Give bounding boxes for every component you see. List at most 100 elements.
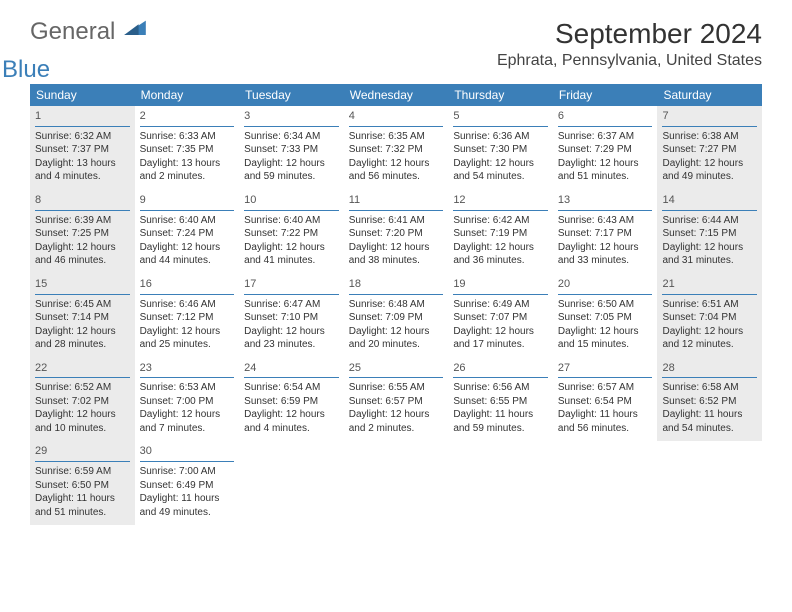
sunset-text: Sunset: 6:49 PM (140, 479, 235, 493)
daylight-text: Daylight: 12 hours and 56 minutes. (349, 157, 444, 184)
sunrise-text: Sunrise: 6:39 AM (35, 214, 130, 228)
day-cell: 21Sunrise: 6:51 AMSunset: 7:04 PMDayligh… (657, 274, 762, 358)
sunrise-text: Sunrise: 6:45 AM (35, 298, 130, 312)
sunset-text: Sunset: 7:27 PM (662, 143, 757, 157)
sunrise-text: Sunrise: 6:56 AM (453, 381, 548, 395)
day-number: 15 (35, 277, 130, 295)
empty-cell (553, 441, 658, 525)
day-cell: 29Sunrise: 6:59 AMSunset: 6:50 PMDayligh… (30, 441, 135, 525)
empty-cell (657, 441, 762, 525)
logo-text-blue: Blue (2, 56, 50, 83)
sunset-text: Sunset: 7:05 PM (558, 311, 653, 325)
day-number: 11 (349, 193, 444, 211)
sunrise-text: Sunrise: 6:34 AM (244, 130, 339, 144)
day-number: 9 (140, 193, 235, 211)
daylight-text: Daylight: 12 hours and 25 minutes. (140, 325, 235, 352)
daylight-text: Daylight: 11 hours and 51 minutes. (35, 492, 130, 519)
day-cell: 1Sunrise: 6:32 AMSunset: 7:37 PMDaylight… (30, 106, 135, 190)
daylight-text: Daylight: 13 hours and 4 minutes. (35, 157, 130, 184)
sunset-text: Sunset: 7:00 PM (140, 395, 235, 409)
daylight-text: Daylight: 12 hours and 31 minutes. (662, 241, 757, 268)
sunset-text: Sunset: 7:10 PM (244, 311, 339, 325)
sunrise-text: Sunrise: 7:00 AM (140, 465, 235, 479)
daylight-text: Daylight: 11 hours and 54 minutes. (662, 408, 757, 435)
day-cell: 7Sunrise: 6:38 AMSunset: 7:27 PMDaylight… (657, 106, 762, 190)
empty-cell (448, 441, 553, 525)
day-cell: 8 Sunrise: 6:39 AMSunset: 7:25 PMDaylight… (30, 190, 135, 274)
page-title: September 2024 (497, 18, 762, 50)
logo-text-general: General (30, 18, 115, 45)
location-text: Ephrata, Pennsylvania, United States (497, 52, 762, 70)
calendar-week: 8Sunrise: 6:39 AMSunset: 7:25 PMDaylight… (30, 190, 762, 274)
sunrise-text: Sunrise: 6:51 AM (662, 298, 757, 312)
sunrise-text: Sunrise: 6:40 AM (244, 214, 339, 228)
daylight-text: Daylight: 11 hours and 59 minutes. (453, 408, 548, 435)
day-header: Tuesday (239, 84, 344, 106)
day-cell: 17Sunrise: 6:47 AMSunset: 7:10 PMDayligh… (239, 274, 344, 358)
sunrise-text: Sunrise: 6:49 AM (453, 298, 548, 312)
daylight-text: Daylight: 12 hours and 49 minutes. (662, 157, 757, 184)
day-cell: 11Sunrise: 6:41 AMSunset: 7:20 PMDayligh… (344, 190, 449, 274)
daylight-text: Daylight: 12 hours and 44 minutes. (140, 241, 235, 268)
day-number: 17 (244, 277, 339, 295)
sunrise-text: Sunrise: 6:47 AM (244, 298, 339, 312)
day-cell: 22Sunrise: 6:52 AMSunset: 7:02 PMDayligh… (30, 358, 135, 442)
day-cell: 18Sunrise: 6:48 AMSunset: 7:09 PMDayligh… (344, 274, 449, 358)
sunrise-text: Sunrise: 6:57 AM (558, 381, 653, 395)
day-cell: 4Sunrise: 6:35 AMSunset: 7:32 PMDaylight… (344, 106, 449, 190)
day-number: 8 (35, 193, 130, 211)
sunset-text: Sunset: 7:20 PM (349, 227, 444, 241)
empty-cell (239, 441, 344, 525)
day-header: Sunday (30, 84, 135, 106)
day-header-row: SundayMondayTuesdayWednesdayThursdayFrid… (30, 84, 762, 106)
daylight-text: Daylight: 12 hours and 10 minutes. (35, 408, 130, 435)
day-cell: 16Sunrise: 6:46 AMSunset: 7:12 PMDayligh… (135, 274, 240, 358)
day-cell: 24Sunrise: 6:54 AMSunset: 6:59 PMDayligh… (239, 358, 344, 442)
sunset-text: Sunset: 7:25 PM (35, 227, 130, 241)
day-number: 30 (140, 444, 235, 462)
daylight-text: Daylight: 12 hours and 20 minutes. (349, 325, 444, 352)
daylight-text: Daylight: 12 hours and 17 minutes. (453, 325, 548, 352)
day-number: 3 (244, 109, 339, 127)
sunset-text: Sunset: 7:30 PM (453, 143, 548, 157)
day-number: 13 (558, 193, 653, 211)
day-number: 25 (349, 361, 444, 379)
day-header: Thursday (448, 84, 553, 106)
day-cell: 2Sunrise: 6:33 AMSunset: 7:35 PMDaylight… (135, 106, 240, 190)
day-cell: 3Sunrise: 6:34 AMSunset: 7:33 PMDaylight… (239, 106, 344, 190)
sunrise-text: Sunrise: 6:55 AM (349, 381, 444, 395)
day-number: 4 (349, 109, 444, 127)
day-header: Wednesday (344, 84, 449, 106)
sunset-text: Sunset: 7:19 PM (453, 227, 548, 241)
daylight-text: Daylight: 12 hours and 46 minutes. (35, 241, 130, 268)
logo: General Blue (30, 18, 146, 74)
day-number: 18 (349, 277, 444, 295)
daylight-text: Daylight: 12 hours and 33 minutes. (558, 241, 653, 268)
day-cell: 26Sunrise: 6:56 AMSunset: 6:55 PMDayligh… (448, 358, 553, 442)
day-number: 19 (453, 277, 548, 295)
sunset-text: Sunset: 6:54 PM (558, 395, 653, 409)
sunrise-text: Sunrise: 6:32 AM (35, 130, 130, 144)
day-number: 2 (140, 109, 235, 127)
sunrise-text: Sunrise: 6:41 AM (349, 214, 444, 228)
sunrise-text: Sunrise: 6:36 AM (453, 130, 548, 144)
day-cell: 25 Sunrise: 6:55 AMSunset: 6:57 PMDayligh… (344, 358, 449, 442)
day-number: 1 (35, 109, 130, 127)
sunset-text: Sunset: 7:14 PM (35, 311, 130, 325)
daylight-text: Daylight: 12 hours and 41 minutes. (244, 241, 339, 268)
day-number: 22 (35, 361, 130, 379)
header: General Blue September 2024 Ephrata, Pen… (30, 18, 762, 74)
day-number: 26 (453, 361, 548, 379)
calendar-week: 15Sunrise: 6:45 AMSunset: 7:14 PMDayligh… (30, 274, 762, 358)
sunset-text: Sunset: 6:57 PM (349, 395, 444, 409)
sunset-text: Sunset: 7:04 PM (662, 311, 757, 325)
day-number: 14 (662, 193, 757, 211)
day-number: 5 (453, 109, 548, 127)
daylight-text: Daylight: 12 hours and 2 minutes. (349, 408, 444, 435)
sunrise-text: Sunrise: 6:58 AM (662, 381, 757, 395)
day-cell: 23Sunrise: 6:53 AMSunset: 7:00 PMDayligh… (135, 358, 240, 442)
daylight-text: Daylight: 12 hours and 7 minutes. (140, 408, 235, 435)
sunset-text: Sunset: 6:50 PM (35, 479, 130, 493)
daylight-text: Daylight: 12 hours and 28 minutes. (35, 325, 130, 352)
day-cell: 30Sunrise: 7:00 AMSunset: 6:49 PMDayligh… (135, 441, 240, 525)
